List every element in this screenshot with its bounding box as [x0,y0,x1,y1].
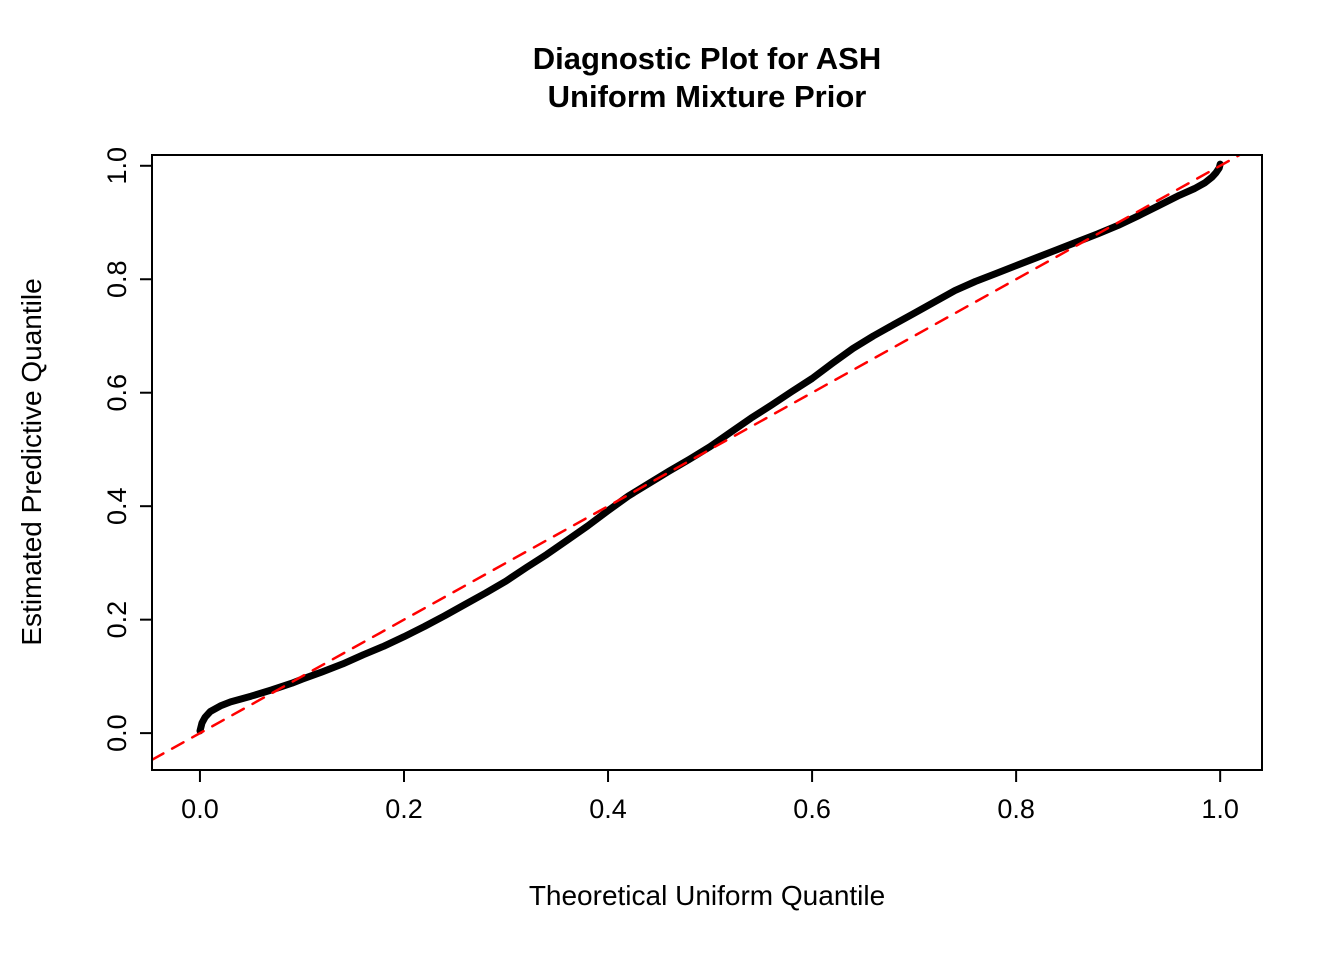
chart-title-line1: Diagnostic Plot for ASH [532,41,882,76]
plot-box [151,154,1263,771]
y-axis-tick-label: 1.0 [102,147,132,185]
chart-title-line2: Uniform Mixture Prior [547,79,867,114]
chart-title: Diagnostic Plot for ASH Uniform Mixture … [152,40,1262,116]
y-axis-tick-label: 0.8 [102,260,132,298]
y-axis-tick-label: 0.2 [102,601,132,639]
y-axis-tick-label: 0.4 [102,487,132,525]
x-axis-tick-label: 0.8 [997,794,1035,824]
x-axis-tick-label: 0.0 [181,794,219,824]
series-reference-diagonal [152,155,1243,762]
y-axis-tick-label: 0.6 [102,374,132,412]
x-axis-tick-label: 0.4 [589,794,627,824]
x-axis-tick-label: 0.6 [793,794,831,824]
x-axis-label: Theoretical Uniform Quantile [528,880,886,911]
x-axis-tick-label: 1.0 [1201,794,1239,824]
series-empirical-predictive-quantiles [196,160,1224,735]
y-axis-tick-label: 0.0 [102,714,132,752]
y-axis-label: Estimated Predictive Quantile [16,278,47,646]
x-axis-tick-label: 0.2 [385,794,423,824]
